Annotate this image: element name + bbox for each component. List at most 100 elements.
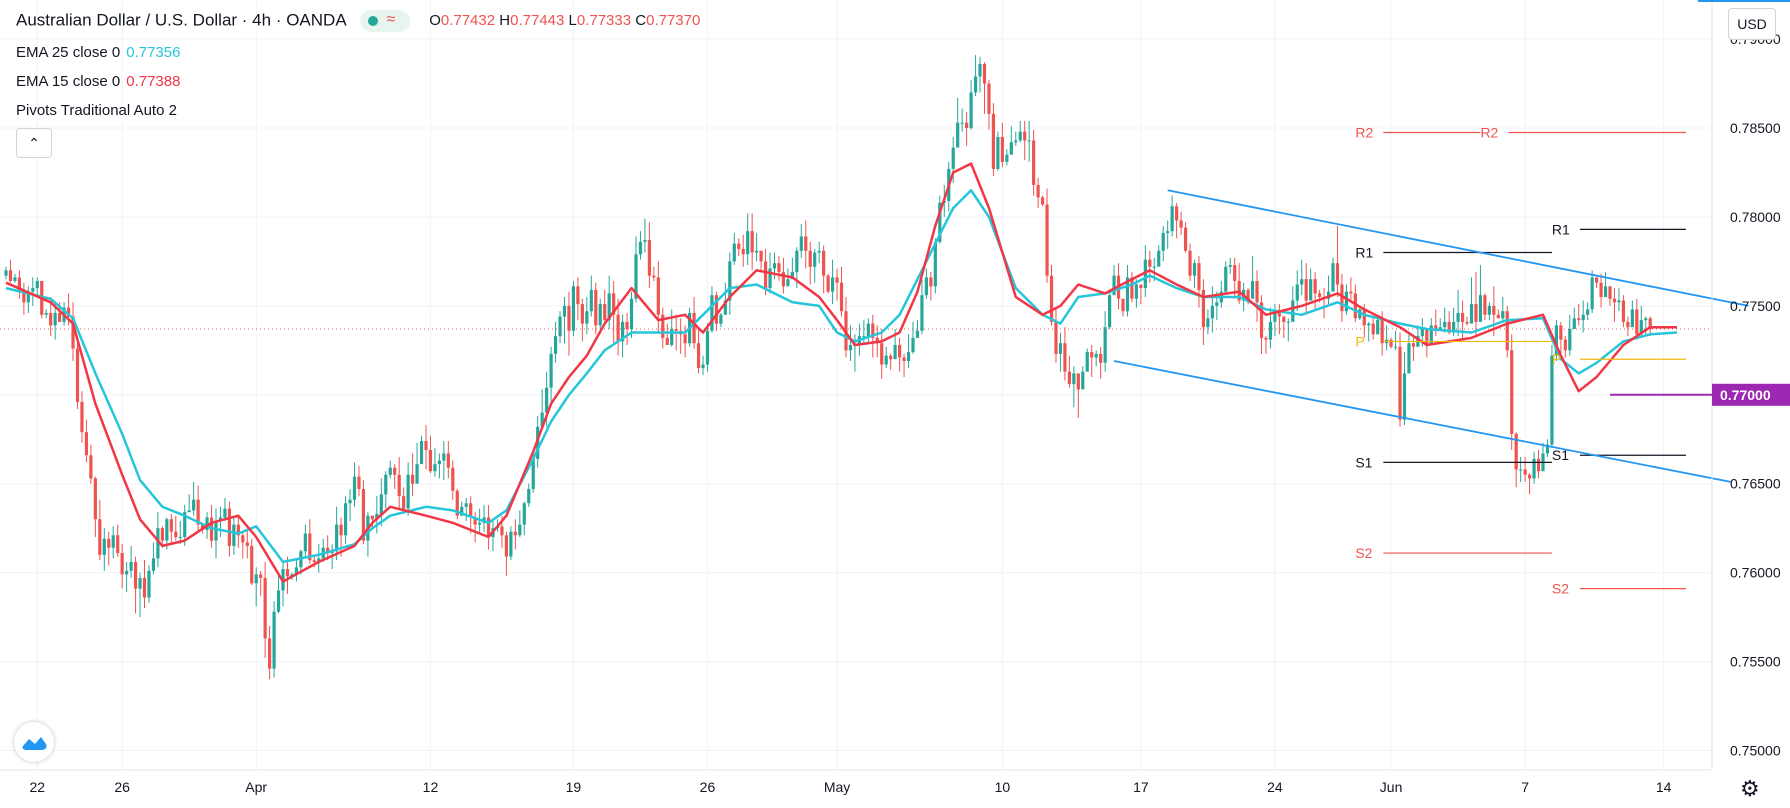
candle-body [835, 277, 839, 283]
candle-body [603, 304, 607, 321]
pivot-label-r1: R1 [1552, 221, 1570, 237]
indicator-ema25[interactable]: EMA 25 close 0 0.77356 [16, 44, 181, 61]
candle-body [419, 441, 424, 465]
candle-body [1032, 140, 1036, 185]
marked-price-label: 0.77000 [1720, 387, 1771, 403]
symbol-title[interactable]: Australian Dollar / U.S. Dollar · 4h · O… [16, 10, 346, 30]
indicator-pivots[interactable]: Pivots Traditional Auto 2 [16, 102, 177, 119]
candle-body [598, 304, 602, 326]
indicator-ema15[interactable]: EMA 15 close 0 0.77388 [16, 73, 181, 90]
candle-body [241, 535, 245, 543]
x-tick-label: Apr [245, 779, 267, 795]
candle-body [8, 270, 13, 281]
candle-body [612, 293, 616, 315]
candle-body [1081, 371, 1085, 390]
candle-body [1483, 295, 1487, 315]
candle-body [227, 508, 231, 546]
candle-body [710, 295, 714, 331]
candle-body [1402, 373, 1407, 420]
candle-body [22, 289, 26, 303]
candle-body [969, 92, 973, 129]
candles [4, 55, 1652, 680]
y-tick-label: 0.78500 [1730, 120, 1781, 136]
candle-body [446, 453, 450, 468]
candle-body [1112, 275, 1116, 296]
candle-body [1264, 337, 1268, 340]
candle-body [714, 295, 719, 324]
candle-body [1639, 320, 1643, 335]
symbol-header: Australian Dollar / U.S. Dollar · 4h · O… [16, 10, 700, 32]
candle-body [1063, 343, 1067, 372]
currency-button[interactable]: USD [1728, 8, 1776, 40]
candle-body [84, 432, 89, 456]
candle-body [17, 277, 22, 290]
candle-body [996, 136, 1000, 169]
candle-body [1635, 309, 1639, 335]
candle-body [1259, 302, 1264, 338]
candle-body [451, 467, 455, 491]
candle-body [732, 243, 736, 262]
candle-body [1626, 321, 1630, 328]
market-status-badge[interactable]: ≈ [360, 10, 411, 32]
candle-body [629, 298, 634, 329]
candle-body [1161, 232, 1165, 251]
candle-body [866, 323, 870, 337]
pivot-label-r2: R2 [1355, 124, 1373, 140]
candle-body [1554, 325, 1558, 356]
candle-body [1018, 131, 1022, 141]
candle-body [540, 412, 544, 427]
candle-body [276, 590, 281, 612]
candle-body [1175, 206, 1179, 221]
candle-body [880, 343, 884, 365]
candle-body [1058, 343, 1063, 354]
candle-body [965, 122, 969, 129]
candle-body [151, 558, 156, 571]
candle-body [1581, 314, 1585, 321]
candle-body [250, 545, 254, 584]
candle-body [1420, 328, 1424, 337]
candle-body [1309, 279, 1313, 301]
candle-body [1362, 309, 1366, 326]
candle-body [1134, 284, 1139, 299]
candle-body [165, 519, 169, 541]
candle-body [1125, 277, 1130, 312]
candle-body [830, 277, 835, 292]
candle-body [147, 570, 151, 598]
candle-body [1076, 373, 1080, 390]
candle-body [518, 524, 522, 536]
collapse-legend-button[interactable]: ⌃ [16, 128, 52, 158]
candle-body [1054, 321, 1058, 354]
candle-body [156, 528, 160, 559]
candle-body [259, 574, 263, 578]
grid [0, 0, 1712, 770]
candle-body [929, 277, 933, 287]
candle-body [670, 328, 674, 345]
candle-body [1099, 353, 1103, 363]
candle-body [1349, 291, 1353, 294]
candle-body [1353, 293, 1357, 319]
tradingview-logo[interactable] [14, 722, 54, 762]
candle-body [1648, 318, 1652, 329]
candle-body [1496, 314, 1500, 319]
candle-body [71, 316, 75, 349]
candle-body [1072, 373, 1076, 385]
candle-body [1170, 206, 1174, 232]
candle-body [272, 611, 276, 669]
candle-body [1536, 458, 1541, 472]
pivot-label-s1: S1 [1355, 454, 1372, 470]
candle-body [370, 515, 374, 520]
candle-body [1469, 304, 1474, 324]
candle-body [1179, 220, 1183, 228]
candle-body [1300, 279, 1304, 285]
candle-body [1465, 321, 1469, 324]
candle-body [1157, 250, 1161, 267]
x-tick-label: May [824, 779, 850, 795]
candle-body [665, 337, 669, 345]
candle-body [460, 506, 464, 516]
candle-body [1094, 353, 1098, 358]
settings-gear-icon[interactable]: ⚙ [1740, 776, 1760, 801]
candle-body [66, 307, 71, 317]
pivot-label-p: P [1355, 333, 1364, 349]
